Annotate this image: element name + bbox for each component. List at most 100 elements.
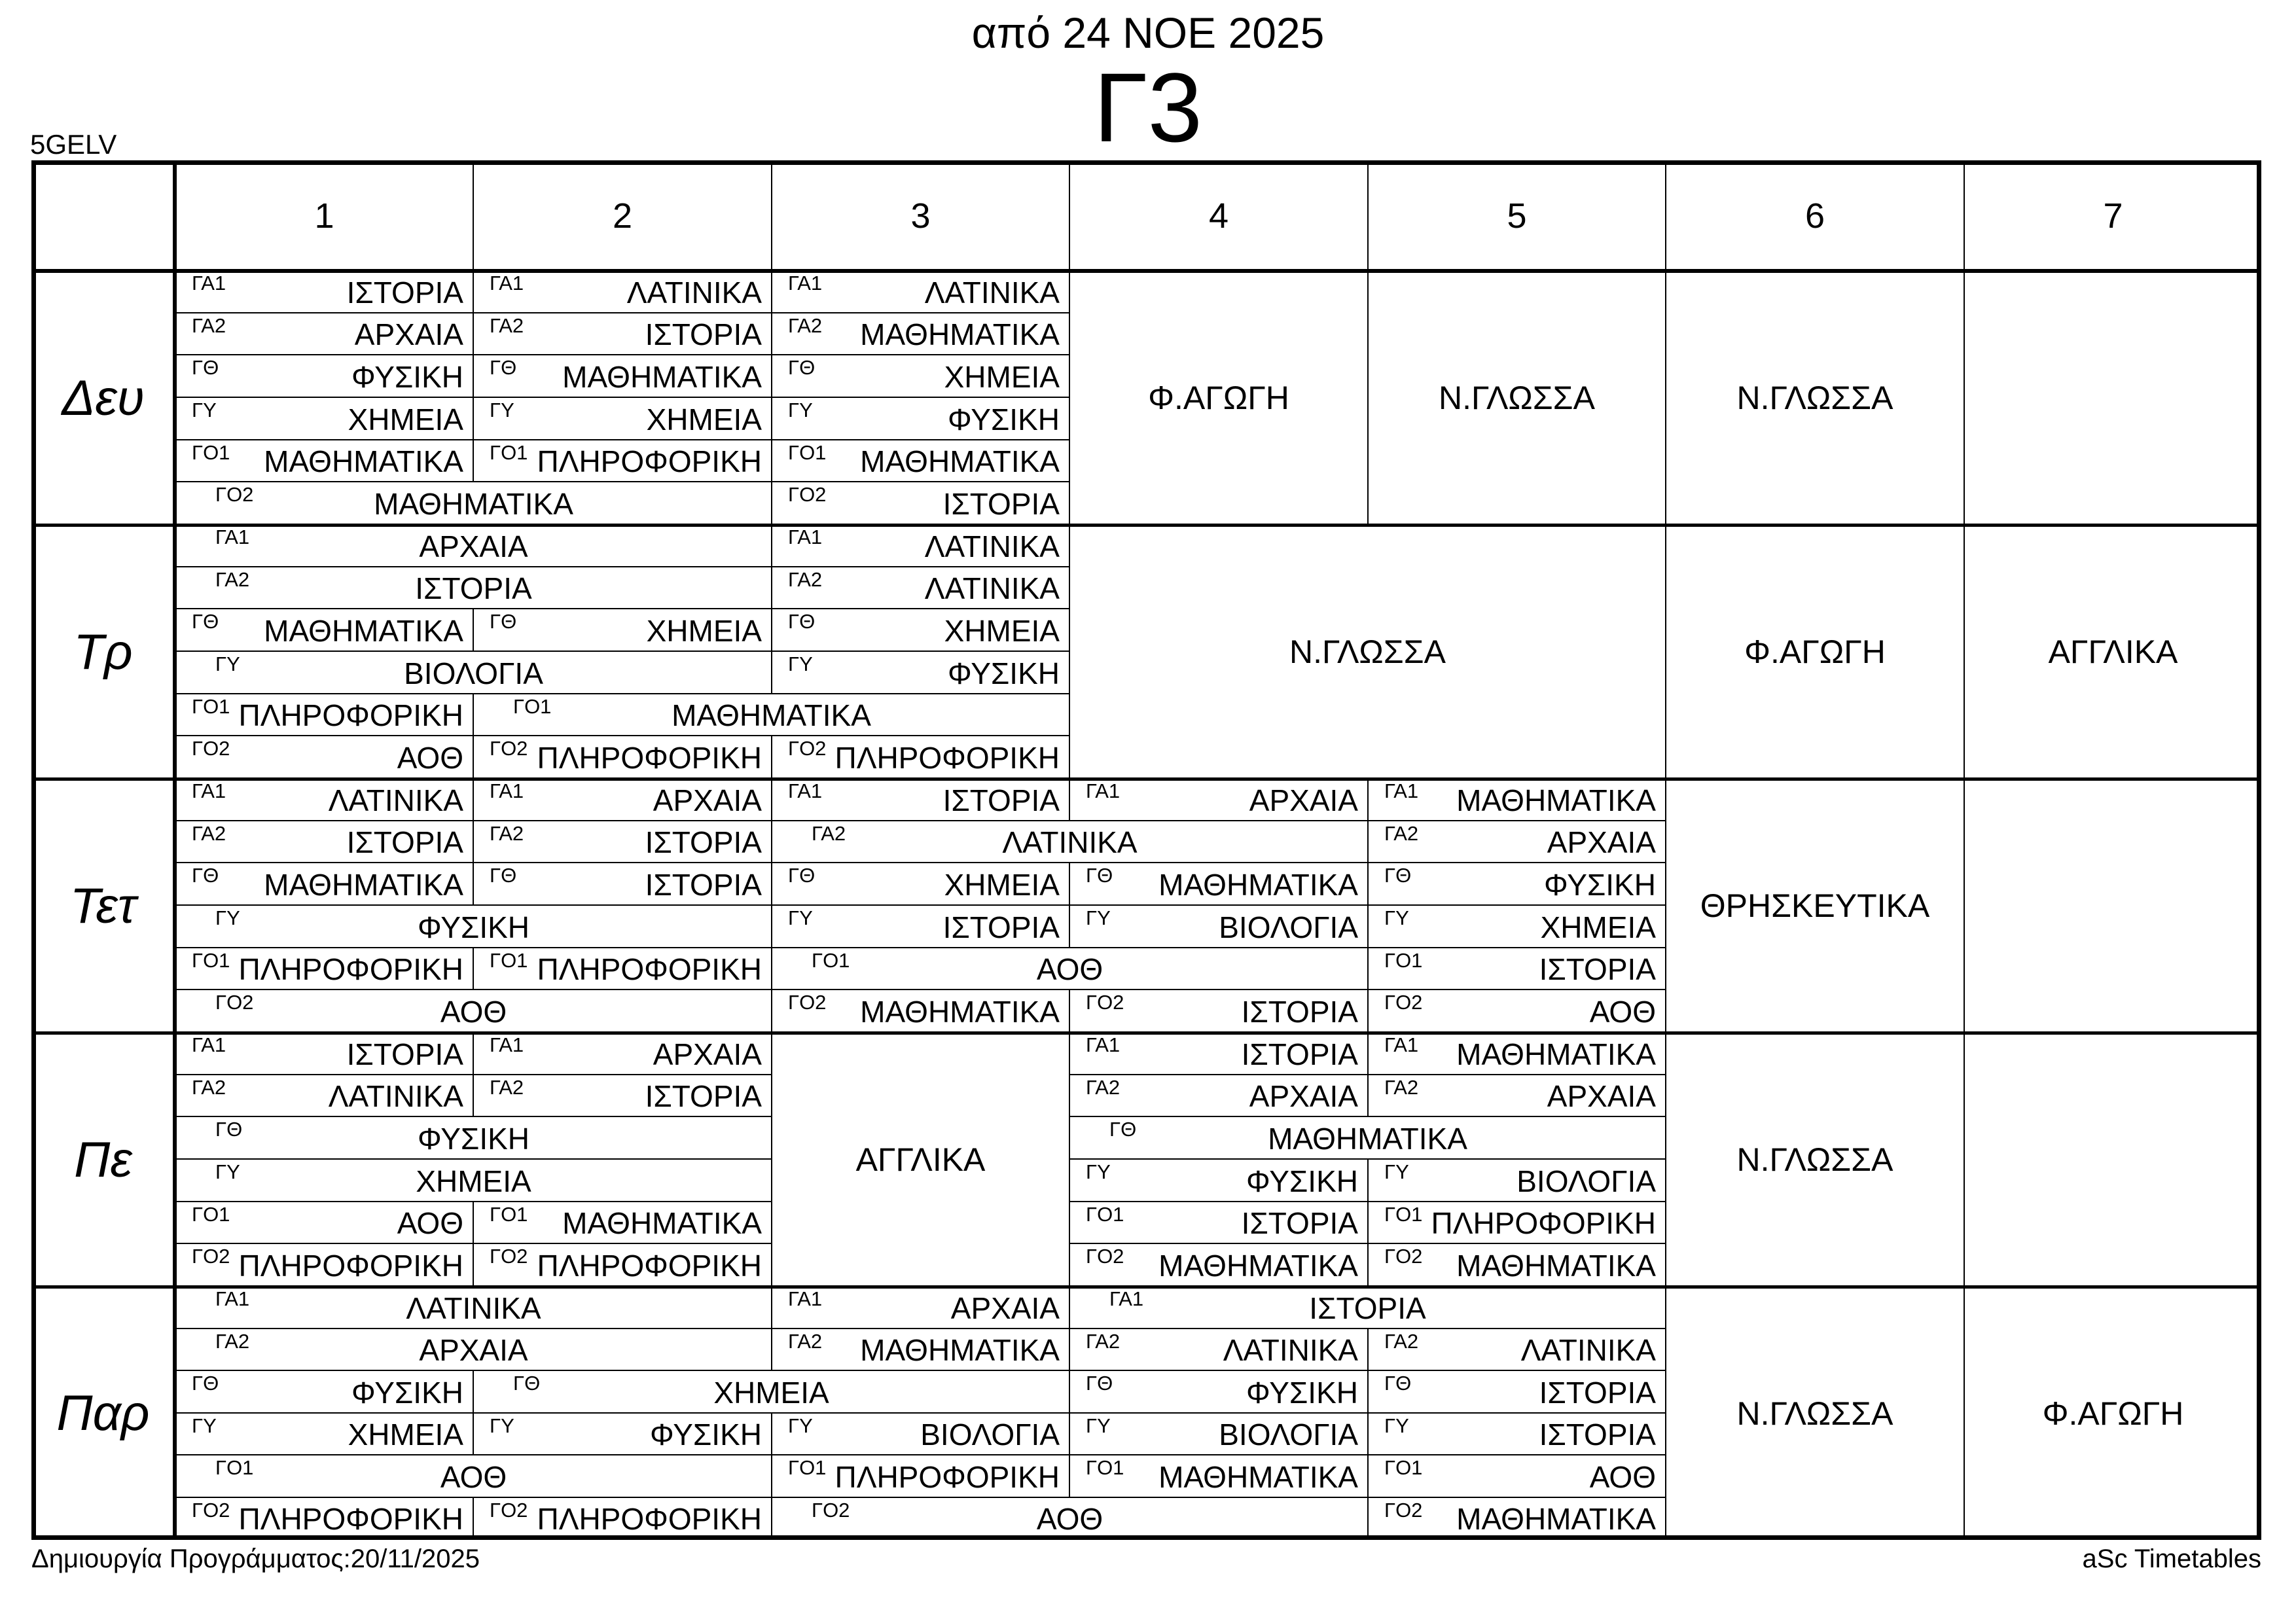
lesson-cell: ΓΥ ΙΣΤΟΡΙΑ	[771, 906, 1069, 948]
group-label: ΓΟ2	[192, 737, 230, 760]
group-label: ΓΟ1	[788, 440, 827, 464]
subject-label: ΜΑΘΗΜΑΤΙΚΑ	[264, 613, 463, 648]
lesson-cell: ΓΑ1 ΙΣΤΟΡΙΑ	[1069, 1287, 1665, 1329]
group-label: ΓΑ1	[192, 1033, 226, 1056]
group-label: ΓΥ	[1384, 1160, 1409, 1183]
school-code: 5GELV	[30, 129, 117, 160]
subject-label: ΛΑΤΙΝΙΚΑ	[924, 275, 1060, 310]
group-label: ΓΥ	[1086, 1414, 1111, 1437]
header-bottom-rule	[31, 269, 2261, 273]
subject-label: ΑΡΧΑΙΑ	[1547, 1079, 1656, 1114]
subject-label: ΧΗΜΕΙΑ	[348, 1418, 463, 1452]
lesson-cell: ΓΟ1 ΙΣΤΟΡΙΑ	[1069, 1202, 1367, 1245]
subject-label: ΙΣΤΟΡΙΑ	[645, 317, 762, 352]
subject-label: ΙΣΤΟΡΙΑ	[1241, 1206, 1358, 1241]
lesson-cell: ΓΑ1 ΜΑΘΗΜΑΤΙΚΑ	[1367, 1033, 1665, 1075]
group-label: ΓΑ2	[215, 567, 250, 591]
group-label: ΓΟ2	[1384, 1498, 1423, 1522]
subject-label: ΠΛΗΡΟΦΟΡΙΚΗ	[537, 952, 762, 987]
group-label: ΓΟ1	[1384, 1456, 1423, 1479]
group-label: ΓΘ	[192, 356, 219, 380]
subject-label: ΦΥΣΙΚΗ	[351, 1375, 463, 1410]
subject-label: ΑΟΘ	[1589, 1459, 1656, 1494]
subject-label: ΦΥΣΙΚΗ	[351, 359, 463, 394]
period-header: 4	[1069, 160, 1367, 271]
subject-label: ΧΗΜΕΙΑ	[1540, 910, 1656, 944]
group-label: ΓΟ2	[1384, 1245, 1423, 1268]
lesson-cell: ΓΑ2 ΛΑΤΙΝΙΚΑ	[175, 1075, 473, 1118]
group-label: ΓΑ1	[788, 779, 823, 802]
lesson-cell-full: Φ.ΑΓΩΓΗ	[1665, 525, 1964, 779]
subject-label: ΠΛΗΡΟΦΟΡΙΚΗ	[238, 952, 463, 987]
lesson-cell: ΓΑ2 ΜΑΘΗΜΑΤΙΚΑ	[771, 1329, 1069, 1371]
group-label: ΓΥ	[1384, 1414, 1409, 1437]
group-label: ΓΟ2	[1086, 1245, 1124, 1268]
subject-label: ΑΡΧΑΙΑ	[1249, 783, 1358, 817]
lesson-cell: ΓΑ2 ΑΡΧΑΙΑ	[1367, 1075, 1665, 1118]
subject-label: ΜΑΘΗΜΑΤΙΚΑ	[1456, 1037, 1656, 1071]
group-label: ΓΥ	[192, 399, 217, 421]
group-label: ΓΘ	[1086, 864, 1113, 887]
lesson-cell-full: Ν.ΓΛΩΣΣΑ	[1665, 1033, 1964, 1287]
group-label: ΓΟ1	[1086, 1456, 1124, 1479]
group-label: ΓΥ	[788, 1414, 813, 1437]
subject-label: ΛΑΤΙΝΙΚΑ	[1520, 1333, 1656, 1367]
group-label: ΓΥ	[788, 652, 813, 675]
subject-label: ΧΗΜΕΙΑ	[646, 402, 762, 437]
group-label: ΓΥ	[1086, 906, 1111, 929]
group-label: ΓΑ1	[192, 272, 226, 294]
group-label: ΓΟ2	[215, 991, 254, 1014]
group-label: ΓΑ1	[788, 1287, 823, 1310]
group-label: ΓΑ2	[192, 821, 226, 845]
group-label: ΓΟ1	[192, 948, 230, 972]
lesson-cell: ΓΥ ΦΥΣΙΚΗ	[771, 652, 1069, 694]
group-label: ΓΟ1	[513, 694, 552, 718]
lesson-cell: ΓΥ ΒΙΟΛΟΓΙΑ	[1069, 1413, 1367, 1455]
empty-cell	[1964, 1033, 2261, 1287]
lesson-cell: ΓΘ ΙΣΤΟΡΙΑ	[473, 863, 771, 906]
subject-label: ΧΗΜΕΙΑ	[944, 613, 1060, 648]
lesson-cell: ΓΘ ΦΥΣΙΚΗ	[1367, 863, 1665, 906]
lesson-cell: ΓΑ1 ΛΑΤΙΝΙΚΑ	[175, 1287, 771, 1329]
subject-label: ΙΣΤΟΡΙΑ	[346, 275, 463, 310]
lesson-cell: ΓΑ1 ΙΣΤΟΡΙΑ	[175, 1033, 473, 1075]
lesson-cell: ΓΑ1 ΙΣΤΟΡΙΑ	[1069, 1033, 1367, 1075]
lesson-cell: ΓΟ1 ΑΟΘ	[175, 1455, 771, 1498]
lesson-cell: ΓΑ1 ΛΑΤΙΝΙΚΑ	[771, 271, 1069, 313]
group-label: ΓΟ1	[192, 694, 230, 718]
lesson-cell: ΓΥ ΦΥΣΙΚΗ	[771, 398, 1069, 440]
group-label: ΓΟ2	[788, 991, 827, 1014]
lesson-cell: ΓΟ2 ΠΛΗΡΟΦΟΡΙΚΗ	[175, 1497, 473, 1540]
subject-label: ΑΡΧΑΙΑ	[653, 1037, 762, 1071]
lesson-cell: ΓΘ ΜΑΘΗΜΑΤΙΚΑ	[175, 863, 473, 906]
group-label: ΓΑ1	[192, 779, 226, 802]
lesson-cell-full: Ν.ΓΛΩΣΣΑ	[1665, 271, 1964, 525]
group-label: ΓΑ1	[490, 779, 524, 802]
lesson-cell: ΓΘ ΦΥΣΙΚΗ	[175, 355, 473, 398]
group-label: ΓΟ1	[490, 948, 528, 972]
group-label: ΓΑ2	[812, 821, 846, 845]
subject-label: ΛΑΤΙΝΙΚΑ	[924, 529, 1060, 563]
lesson-cell-full: Ν.ΓΛΩΣΣΑ	[1367, 271, 1665, 525]
asc-timetables-credit: aSc Timetables	[2082, 1544, 2261, 1573]
lesson-cell-full: Ν.ΓΛΩΣΣΑ	[1069, 525, 1665, 779]
period-header: 2	[473, 160, 771, 271]
generation-date: Δημιουργία Προγράμματος:20/11/2025	[31, 1544, 480, 1573]
group-label: ΓΟ1	[1384, 1202, 1423, 1226]
subject-label: ΒΙΟΛΟΓΙΑ	[1219, 910, 1358, 944]
group-label: ΓΑ2	[215, 1329, 250, 1353]
empty-cell	[1964, 271, 2261, 525]
lesson-cell: ΓΟ1 ΜΑΘΗΜΑΤΙΚΑ	[473, 694, 1069, 737]
subject-label: ΑΟΘ	[440, 1459, 507, 1494]
subject-label: ΜΑΘΗΜΑΤΙΚΑ	[860, 1333, 1060, 1367]
row-divider	[31, 777, 2261, 781]
lesson-cell: ΓΟ2 ΙΣΤΟΡΙΑ	[771, 482, 1069, 525]
subject-label: ΑΡΧΑΙΑ	[653, 783, 762, 817]
lesson-cell: ΓΥ ΒΙΟΛΟΓΙΑ	[1367, 1160, 1665, 1202]
group-label: ΓΑ1	[1086, 1033, 1121, 1056]
group-label: ΓΟ2	[490, 1498, 528, 1522]
group-label: ΓΥ	[490, 1414, 514, 1437]
group-label: ΓΟ1	[788, 1456, 827, 1479]
lesson-cell-full: Φ.ΑΓΩΓΗ	[1964, 1287, 2261, 1540]
